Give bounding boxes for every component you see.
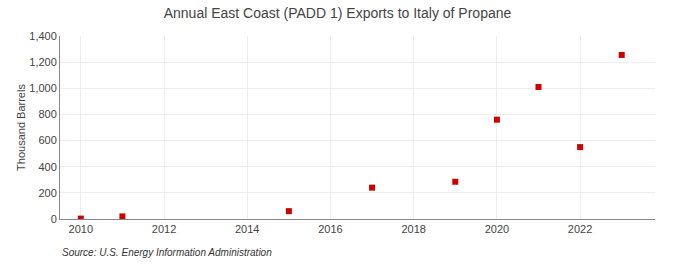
svg-text:Annual East Coast (PADD 1) Exp: Annual East Coast (PADD 1) Exports to It… [164,5,512,21]
svg-text:1,200: 1,200 [29,56,57,68]
svg-text:2012: 2012 [152,223,176,235]
svg-text:200: 200 [38,187,56,199]
svg-text:0: 0 [51,213,57,225]
svg-text:800: 800 [38,108,56,120]
svg-text:1,000: 1,000 [29,82,57,94]
svg-text:2016: 2016 [318,223,342,235]
svg-text:600: 600 [38,134,56,146]
svg-text:Thousand Barrels: Thousand Barrels [15,84,27,171]
svg-text:2010: 2010 [69,223,93,235]
svg-text:1,400: 1,400 [29,30,57,42]
svg-text:400: 400 [38,161,56,173]
svg-text:2022: 2022 [568,223,592,235]
svg-text:2018: 2018 [401,223,425,235]
svg-text:2014: 2014 [235,223,259,235]
svg-text:Source: U.S. Energy Informatio: Source: U.S. Energy Information Administ… [62,247,272,258]
svg-text:2020: 2020 [485,223,509,235]
